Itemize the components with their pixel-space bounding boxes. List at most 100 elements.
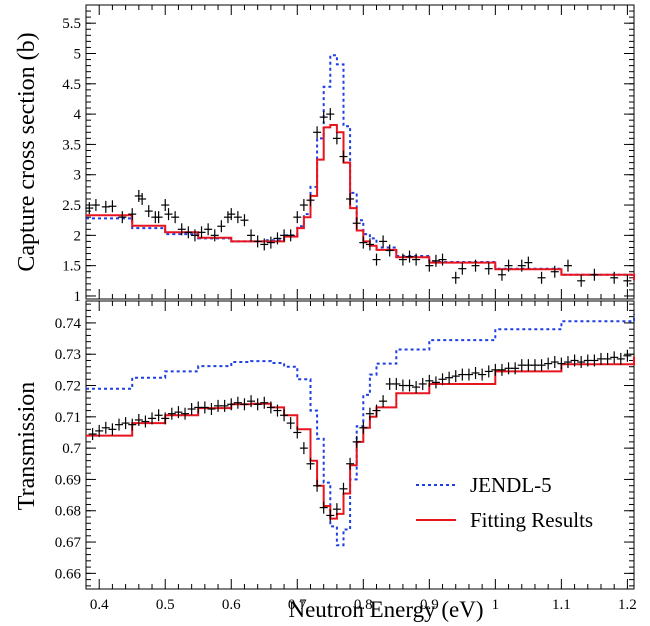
data-point (398, 253, 407, 266)
data-point (115, 418, 124, 431)
data-point (306, 457, 315, 470)
data-point (537, 271, 546, 284)
data-point (220, 399, 229, 412)
top-panel: 1 1.5 2 2.5 3 3.5 4 4.5 5 5.5 Capture cross secti… (14, 4, 635, 305)
y-tick-label: 4 (74, 107, 82, 123)
data-point (253, 398, 262, 411)
x-tick-label: 0.4 (90, 597, 109, 613)
data-point (326, 108, 335, 121)
data-point (405, 379, 414, 392)
data-point (359, 421, 368, 434)
y-tick-label: 1 (74, 289, 82, 305)
data-point (537, 359, 546, 372)
data-point (517, 259, 526, 272)
data-point (227, 208, 236, 221)
data-point (161, 199, 170, 212)
data-point (233, 211, 242, 224)
data-point (148, 412, 157, 425)
y-tick-label: 1.5 (62, 259, 81, 275)
top-series-layer (85, 54, 635, 287)
fit-series-line (86, 124, 635, 281)
y-tick-label: 0.7 (62, 441, 81, 457)
data-point (280, 409, 289, 422)
data-point (339, 150, 348, 163)
data-point (293, 211, 302, 224)
data-point (233, 396, 242, 409)
data-point (204, 223, 213, 236)
data-point (190, 229, 199, 242)
y-tick-label: 5.5 (62, 16, 81, 32)
data-point (365, 238, 374, 251)
y-tick-label: 0.66 (55, 566, 82, 582)
data-point (484, 365, 493, 378)
data-point (91, 199, 100, 212)
data-point (108, 200, 117, 213)
data-point (187, 403, 196, 415)
y-tick-label: 0.74 (55, 316, 82, 332)
data-point (247, 395, 256, 408)
data-point (154, 409, 163, 422)
x-tick-label: 1.2 (618, 597, 637, 613)
data-point (118, 211, 127, 224)
data-point (227, 398, 236, 411)
data-point (253, 235, 262, 248)
data-point (359, 236, 368, 249)
data-point (108, 423, 117, 436)
data-point (286, 229, 295, 242)
data-point (464, 368, 473, 381)
data-point (260, 396, 269, 409)
data-point (128, 418, 137, 431)
data-point (610, 271, 619, 284)
data-point (431, 376, 440, 389)
data-point (451, 370, 460, 383)
legend-item-jendl: JENDL-5 (416, 473, 552, 497)
data-point (273, 232, 282, 245)
data-point (372, 404, 381, 417)
y-tick-label: 0.72 (55, 379, 81, 395)
data-point (570, 354, 579, 367)
data-point (200, 401, 209, 414)
top-y-ticks: 1 1.5 2 2.5 3 3.5 4 4.5 5 5.5 (62, 4, 634, 305)
data-point (339, 482, 348, 495)
data-point (418, 377, 427, 390)
data-point (372, 253, 381, 266)
data-point (128, 208, 137, 221)
y-tick-label: 3 (74, 168, 82, 184)
data-point (85, 202, 94, 215)
data-point (313, 126, 322, 139)
data-point (451, 271, 460, 284)
data-point (293, 426, 302, 439)
data-point (544, 357, 553, 370)
data-point (319, 501, 328, 514)
data-point (610, 351, 619, 364)
y-tick-label: 0.67 (55, 535, 82, 551)
data-point (563, 356, 572, 369)
data-point (332, 132, 341, 145)
data-point (590, 268, 599, 281)
legend-label-fit: Fitting Results (470, 508, 593, 532)
data-point (319, 111, 328, 124)
x-tick-label: 0.7 (288, 597, 307, 613)
data-point (138, 192, 147, 205)
data-point (207, 403, 216, 415)
data-point (484, 262, 493, 275)
data-point (379, 395, 388, 408)
data-point (590, 354, 599, 367)
data-point (365, 407, 374, 420)
data-point (379, 235, 388, 248)
y-tick-label: 0.73 (55, 347, 81, 363)
data-point (326, 509, 335, 522)
data-point (557, 357, 566, 370)
data-point (623, 274, 632, 287)
jendl-series-line (86, 54, 635, 281)
y-tick-label: 2.5 (62, 198, 81, 214)
data-point (412, 253, 421, 266)
data-point (471, 367, 480, 379)
data-point (425, 259, 434, 272)
x-tick-label: 0.6 (222, 597, 241, 613)
data-point (260, 238, 269, 251)
data-point (478, 368, 487, 381)
bottom-plot-frame (85, 300, 635, 590)
data-point (144, 205, 153, 218)
data-point (458, 262, 467, 275)
